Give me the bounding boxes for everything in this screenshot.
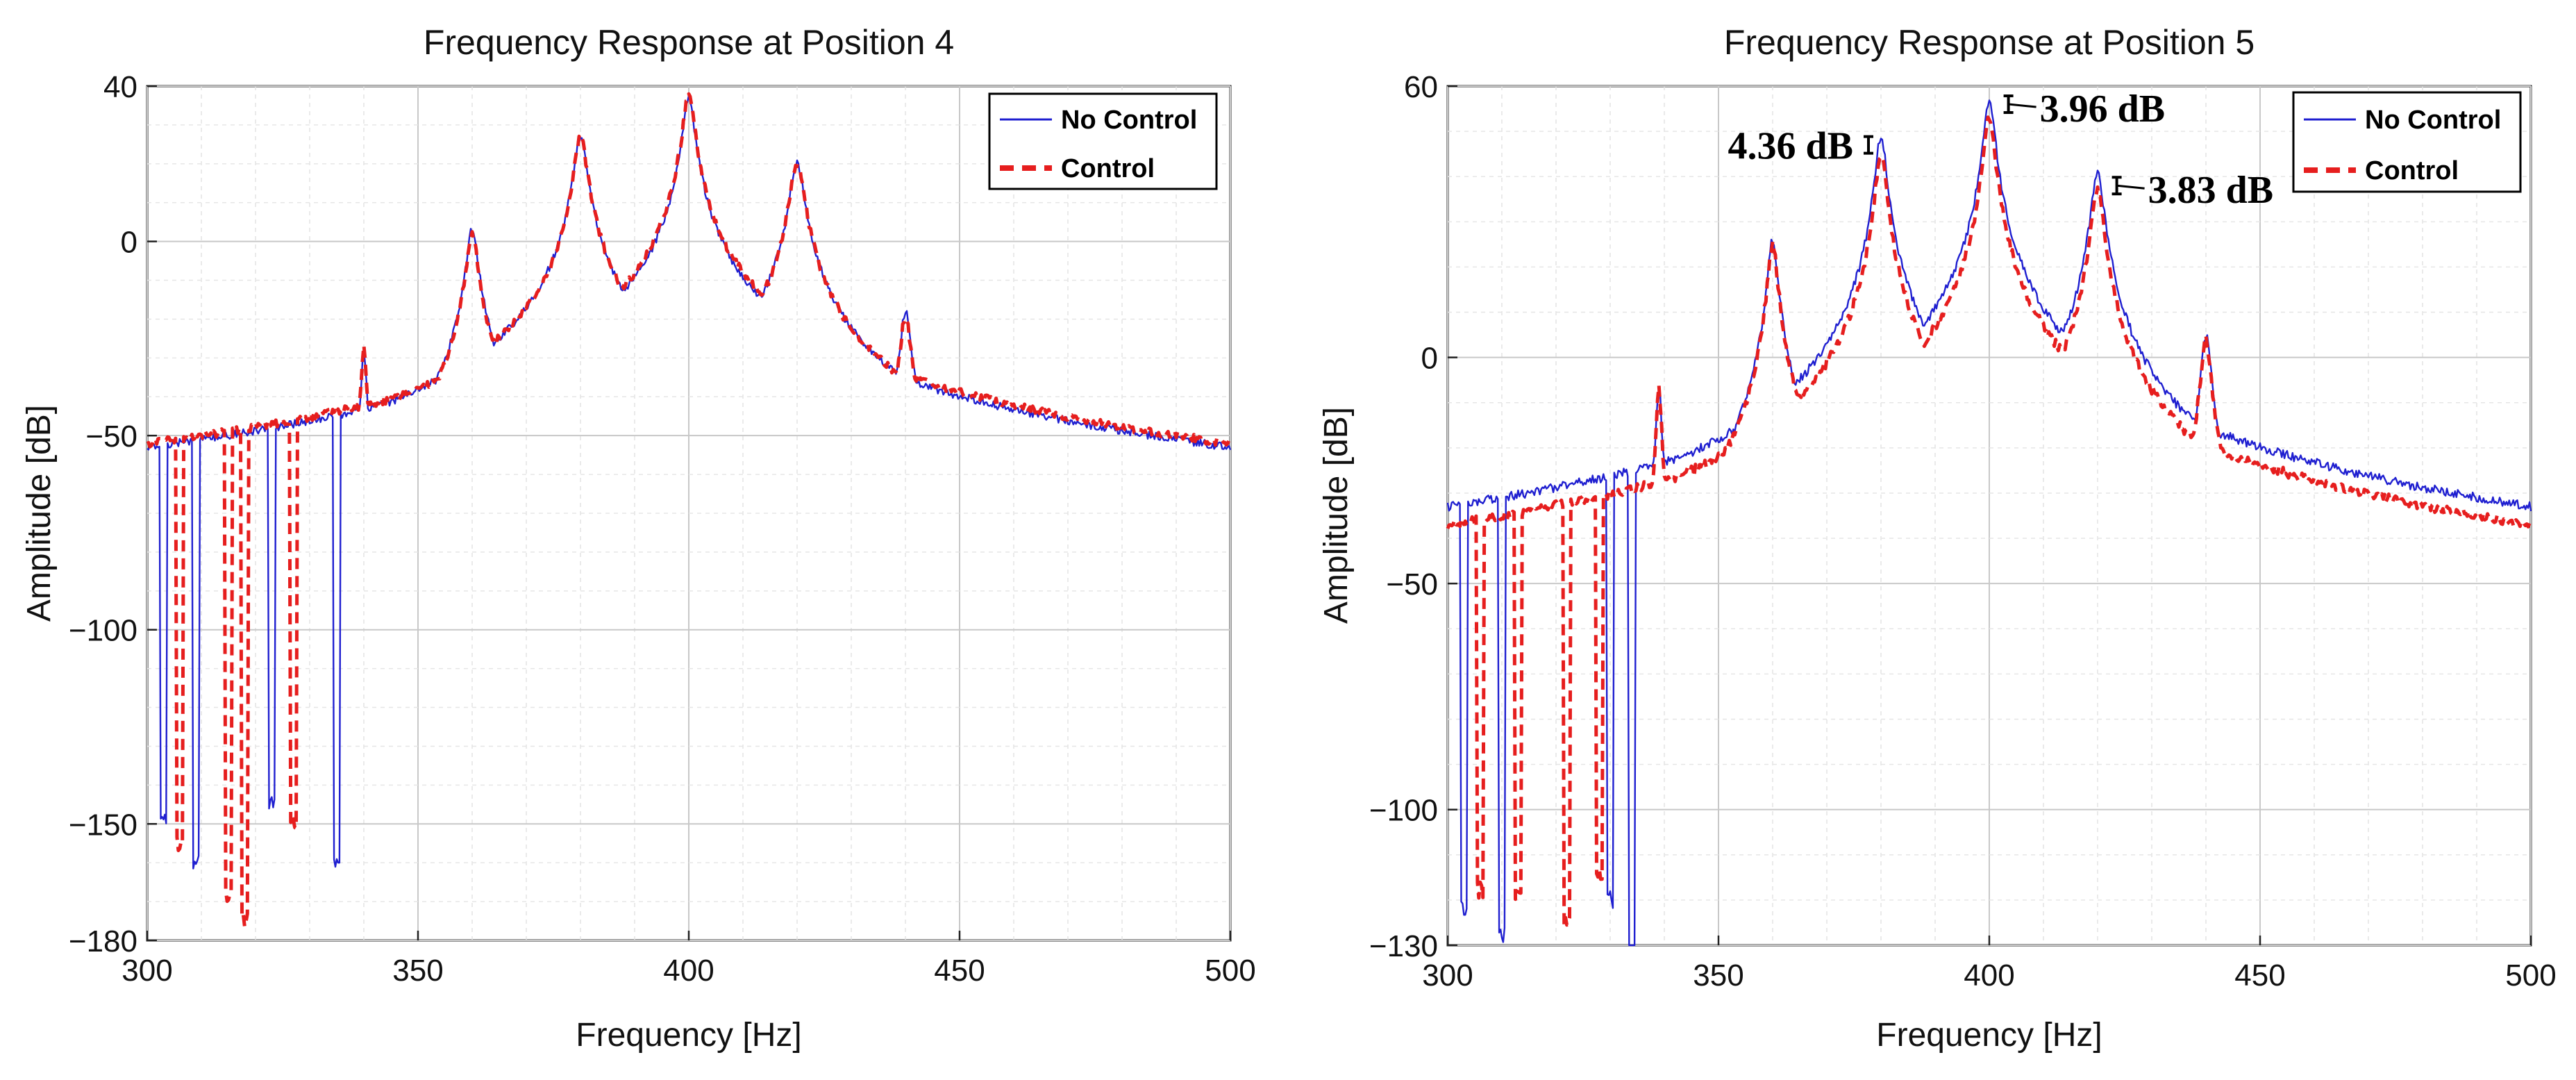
y-tick-label: 0 <box>1421 342 1438 376</box>
y-axis-label: Amplitude [dB] <box>21 405 58 622</box>
annotation-label: 4.36 dB <box>1728 125 1854 168</box>
series-lines <box>146 92 1232 929</box>
x-tick-label: 400 <box>1964 958 2014 992</box>
legend: No Control Control <box>2292 91 2522 193</box>
x-axis-label: Frequency [Hz] <box>576 1017 801 1054</box>
legend-label-control: Control <box>1061 154 1155 183</box>
y-tick-label: −50 <box>1386 567 1438 601</box>
x-tick-label: 500 <box>1205 954 1255 988</box>
x-tick-label: 400 <box>663 954 714 988</box>
annotation-label: 3.83 dB <box>2148 169 2274 212</box>
x-tick-label: 350 <box>392 954 443 988</box>
y-tick-label: −180 <box>69 924 137 958</box>
x-axis-label: Frequency [Hz] <box>1876 1017 2102 1054</box>
x-tick-label: 500 <box>2505 958 2556 992</box>
y-tick-label: −50 <box>85 419 137 454</box>
y-tick-label: 0 <box>121 226 137 260</box>
y-tick-label: −130 <box>1369 929 1438 963</box>
legend-box <box>988 92 1218 190</box>
series-no-control <box>1446 99 2532 947</box>
series-control <box>146 92 1232 929</box>
chart-title: Frequency Response at Position 5 <box>1724 23 2255 62</box>
x-tick-label: 300 <box>122 954 172 988</box>
y-tick-label: −150 <box>69 808 137 842</box>
legend-label-no-control: No Control <box>1061 106 1197 135</box>
x-tick-label: 450 <box>934 954 985 988</box>
legend-label-control: Control <box>2365 156 2459 185</box>
annotation-label: 3.96 dB <box>2040 88 2166 131</box>
x-tick-label: 300 <box>1422 958 1473 992</box>
y-tick-label: 60 <box>1404 70 1438 104</box>
chart-position-5: 300 350 400 450 500 60 0 −50 −100 −130 4.36 dB 3.9… <box>1318 23 2557 1054</box>
annotation-marker <box>1864 135 1873 155</box>
legend: No Control Control <box>988 92 1218 190</box>
y-tick-label: −100 <box>1369 794 1438 828</box>
series-lines <box>1446 99 2532 947</box>
x-tick-label: 350 <box>1693 958 1743 992</box>
tick-labels: 300 350 400 450 500 60 0 −50 −100 −130 <box>1369 70 2557 992</box>
grid-lines <box>1447 85 2532 946</box>
legend-box <box>2292 91 2522 193</box>
y-tick-label: 40 <box>103 70 137 104</box>
grid-lines <box>147 85 1231 941</box>
y-tick-label: −100 <box>69 614 137 648</box>
legend-label-no-control: No Control <box>2365 106 2501 135</box>
annotations: 4.36 dB 3.96 dB 3.83 dB <box>1728 88 2274 212</box>
series-control <box>1446 115 2532 928</box>
chart-title: Frequency Response at Position 4 <box>424 23 954 62</box>
x-tick-label: 450 <box>2234 958 2285 992</box>
y-axis-label: Amplitude [dB] <box>1318 407 1355 624</box>
